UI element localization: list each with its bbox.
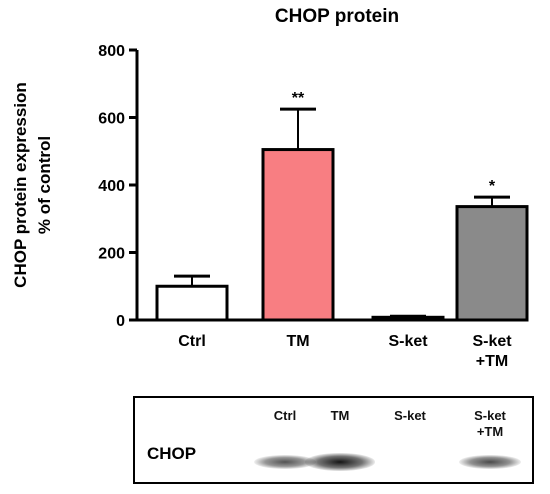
chop-bar-chart: CHOP protein CHOP protein expression % o… bbox=[11, 6, 529, 370]
significance-marker: * bbox=[489, 178, 496, 195]
y-tick-label: 800 bbox=[98, 43, 125, 60]
bar bbox=[455, 205, 529, 322]
y-tick-label: 600 bbox=[98, 111, 125, 128]
x-category-label: S-ket bbox=[388, 333, 428, 350]
y-tick-label: 200 bbox=[98, 246, 125, 263]
blot-lane-label-line2: +TM bbox=[476, 424, 504, 439]
bar bbox=[155, 284, 229, 322]
blot-lane-label-line1: Ctrl bbox=[273, 408, 297, 423]
bar bbox=[371, 315, 445, 322]
blot-lane-label: Ctrl bbox=[245, 408, 325, 424]
blot-lane-label-line1: TM bbox=[330, 408, 350, 423]
y-tick-label: 0 bbox=[116, 313, 125, 330]
blot-lane-label-line1: S-ket bbox=[394, 408, 426, 423]
y-tick-label: 400 bbox=[98, 178, 125, 195]
blot-band bbox=[254, 454, 316, 470]
y-axis-label-line1: CHOP protein expression bbox=[11, 82, 30, 288]
blot-lane-label-line1: S-ket bbox=[474, 408, 506, 423]
chart-title: CHOP protein bbox=[275, 6, 399, 27]
blot-row-label-chop: CHOP bbox=[147, 444, 197, 463]
blot-lane-label: S-ket +TM bbox=[450, 408, 530, 440]
blot-lane-label: TM bbox=[300, 408, 380, 424]
bar bbox=[261, 148, 335, 322]
x-category-label: S-ket bbox=[472, 333, 512, 350]
x-category-label: Ctrl bbox=[178, 333, 206, 350]
western-blot-panel: Ctrl TM S-ket S-ket +TM CHOP bbox=[133, 396, 534, 484]
y-axis-label-line2: % of control bbox=[35, 136, 54, 234]
x-category-label: +TM bbox=[476, 353, 508, 370]
blot-band bbox=[458, 454, 522, 470]
x-category-label: TM bbox=[286, 333, 309, 350]
blot-band bbox=[305, 453, 375, 471]
significance-marker: ** bbox=[292, 90, 305, 107]
blot-lane-label: S-ket bbox=[370, 408, 450, 424]
